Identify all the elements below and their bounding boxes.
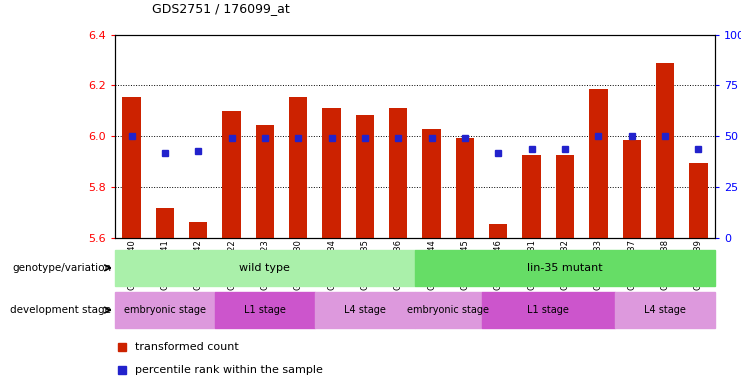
Text: lin-35 mutant: lin-35 mutant xyxy=(527,263,603,273)
Bar xyxy=(215,292,315,328)
Bar xyxy=(322,108,341,238)
Bar xyxy=(315,292,415,328)
Bar xyxy=(189,222,207,238)
Bar xyxy=(415,250,715,286)
Bar xyxy=(689,163,708,238)
Bar xyxy=(422,129,441,238)
Text: transformed count: transformed count xyxy=(135,342,239,352)
Bar xyxy=(656,63,674,238)
Bar xyxy=(256,125,274,238)
Text: percentile rank within the sample: percentile rank within the sample xyxy=(135,365,322,375)
Bar xyxy=(156,207,174,238)
Text: L4 stage: L4 stage xyxy=(644,305,686,315)
Text: wild type: wild type xyxy=(239,263,290,273)
Bar xyxy=(522,156,541,238)
Bar xyxy=(456,137,474,238)
Text: embryonic stage: embryonic stage xyxy=(124,305,206,315)
Bar xyxy=(589,89,608,238)
Text: L1 stage: L1 stage xyxy=(528,305,569,315)
Bar xyxy=(622,140,641,238)
Bar xyxy=(482,292,615,328)
Text: development stage: development stage xyxy=(10,305,111,315)
Bar xyxy=(115,292,215,328)
Text: embryonic stage: embryonic stage xyxy=(408,305,489,315)
Bar xyxy=(222,111,241,238)
Text: genotype/variation: genotype/variation xyxy=(12,263,111,273)
Text: L4 stage: L4 stage xyxy=(344,305,386,315)
Bar xyxy=(115,250,415,286)
Bar xyxy=(415,292,482,328)
Bar xyxy=(489,224,508,238)
Text: GDS2751 / 176099_at: GDS2751 / 176099_at xyxy=(152,2,290,15)
Bar xyxy=(556,156,574,238)
Text: L1 stage: L1 stage xyxy=(244,305,286,315)
Bar xyxy=(289,97,308,238)
Bar xyxy=(615,292,715,328)
Bar xyxy=(389,108,408,238)
Bar xyxy=(122,97,141,238)
Bar xyxy=(356,115,374,238)
